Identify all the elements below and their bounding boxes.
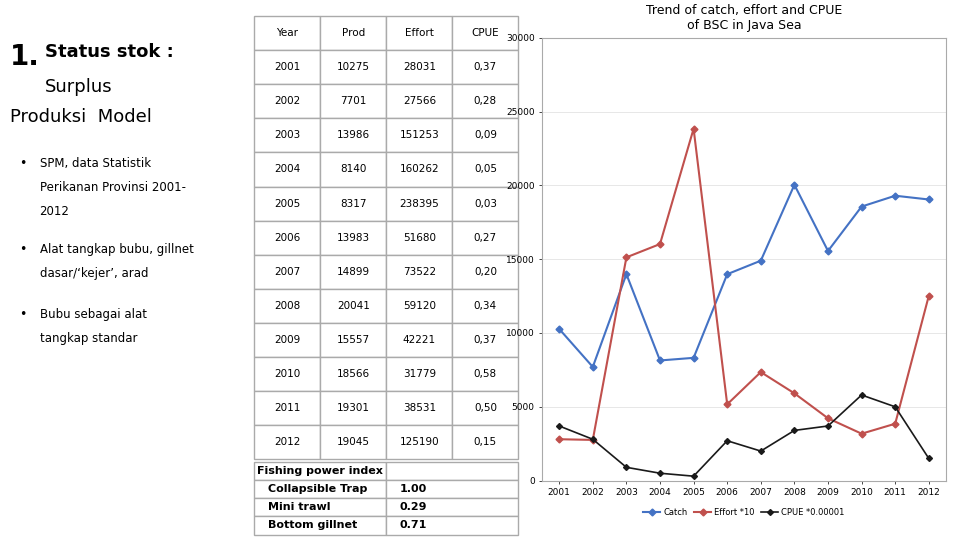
Effort *10 bbox=[688, 125, 700, 132]
CPUE *0.00001 bbox=[688, 473, 700, 480]
CPUE *0.00001 bbox=[924, 455, 935, 462]
Effort *10 bbox=[890, 421, 901, 427]
Catch bbox=[756, 258, 767, 264]
Catch bbox=[588, 364, 599, 370]
Text: •: • bbox=[19, 308, 27, 321]
Catch bbox=[890, 192, 901, 199]
Catch bbox=[621, 271, 633, 278]
CPUE *0.00001 bbox=[789, 427, 801, 434]
CPUE *0.00001 bbox=[890, 403, 901, 410]
Text: Status stok :: Status stok : bbox=[44, 43, 174, 61]
Catch bbox=[688, 355, 700, 361]
Legend: Catch, Effort *10, CPUE *0.00001: Catch, Effort *10, CPUE *0.00001 bbox=[640, 505, 848, 521]
Effort *10 bbox=[924, 293, 935, 299]
Text: dasar/‘kejer’, arad: dasar/‘kejer’, arad bbox=[39, 267, 148, 280]
CPUE *0.00001 bbox=[856, 392, 868, 398]
Text: •: • bbox=[19, 243, 27, 256]
Text: Alat tangkap bubu, gillnet: Alat tangkap bubu, gillnet bbox=[39, 243, 193, 256]
Catch bbox=[722, 271, 733, 278]
Catch bbox=[856, 204, 868, 210]
Text: Produksi  Model: Produksi Model bbox=[10, 108, 152, 126]
CPUE *0.00001 bbox=[756, 448, 767, 454]
Effort *10 bbox=[856, 430, 868, 437]
Effort *10 bbox=[655, 241, 666, 247]
CPUE *0.00001 bbox=[823, 423, 834, 429]
CPUE *0.00001 bbox=[554, 423, 565, 429]
Text: 2012: 2012 bbox=[39, 205, 69, 218]
Text: •: • bbox=[19, 157, 27, 170]
Effort *10 bbox=[621, 254, 633, 261]
Catch bbox=[789, 181, 801, 188]
Line: Catch: Catch bbox=[557, 183, 931, 369]
Text: tangkap standar: tangkap standar bbox=[39, 332, 137, 345]
Effort *10 bbox=[722, 401, 733, 408]
Line: Effort *10: Effort *10 bbox=[557, 126, 931, 442]
Catch bbox=[655, 357, 666, 364]
Effort *10 bbox=[756, 369, 767, 375]
Effort *10 bbox=[554, 436, 565, 442]
CPUE *0.00001 bbox=[621, 464, 633, 470]
Effort *10 bbox=[823, 415, 834, 422]
Line: CPUE *0.00001: CPUE *0.00001 bbox=[557, 393, 931, 478]
CPUE *0.00001 bbox=[588, 436, 599, 442]
Title: Trend of catch, effort and CPUE
of BSC in Java Sea: Trend of catch, effort and CPUE of BSC i… bbox=[646, 4, 842, 32]
Text: Bubu sebagai alat: Bubu sebagai alat bbox=[39, 308, 147, 321]
Text: SPM, data Statistik: SPM, data Statistik bbox=[39, 157, 151, 170]
Text: Surplus: Surplus bbox=[44, 78, 112, 96]
Effort *10 bbox=[789, 390, 801, 396]
CPUE *0.00001 bbox=[655, 470, 666, 476]
Text: 1.: 1. bbox=[10, 43, 39, 71]
Effort *10 bbox=[588, 437, 599, 443]
CPUE *0.00001 bbox=[722, 437, 733, 444]
Catch bbox=[924, 196, 935, 202]
Catch bbox=[823, 248, 834, 254]
Text: Perikanan Provinsi 2001-: Perikanan Provinsi 2001- bbox=[39, 181, 185, 194]
Catch bbox=[554, 326, 565, 332]
